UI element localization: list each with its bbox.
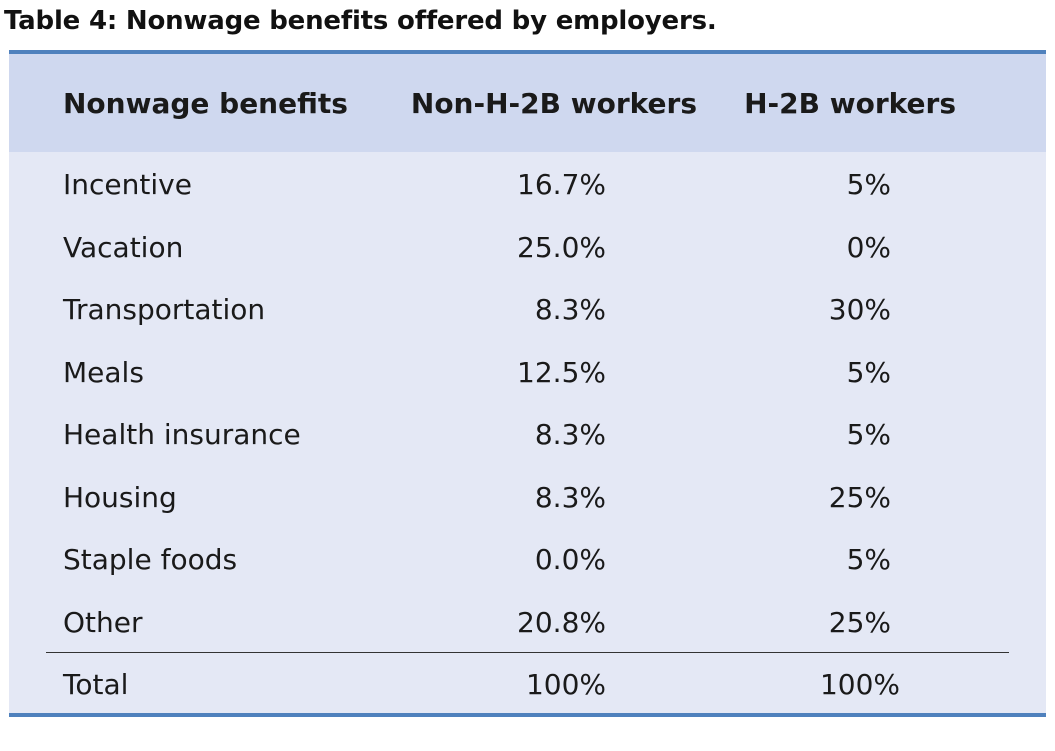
row-h2b: 25% [828,606,891,639]
row-benefit: Housing [63,481,177,514]
total-non-h2b: 100% [525,668,606,701]
header-h2b: H-2B workers [744,87,956,120]
row-non-h2b: 25.0% [517,231,606,264]
header-benefit: Nonwage benefits [63,87,348,120]
row-benefit: Staple foods [63,543,238,576]
row-non-h2b: 20.8% [517,606,606,639]
total-divider [46,652,1009,653]
row-benefit: Transportation [63,293,266,326]
row-non-h2b: 12.5% [517,356,606,389]
benefits-table: Nonwage benefits Non-H-2B workers H-2B w… [9,50,1046,717]
row-non-h2b: 8.3% [534,418,606,451]
row-h2b: 0% [846,231,891,264]
row-non-h2b: 8.3% [534,293,606,326]
row-benefit: Other [63,606,143,639]
row-non-h2b: 0.0% [534,543,606,576]
row-non-h2b: 8.3% [534,481,606,514]
row-h2b: 5% [846,356,891,389]
row-h2b: 25% [828,481,891,514]
row-h2b: 5% [846,418,891,451]
row-h2b: 30% [828,293,891,326]
total-h2b: 100% [819,668,900,701]
table-caption: Table 4: Nonwage benefits offered by emp… [4,6,717,36]
header-non-h2b: Non-H-2B workers [410,87,697,120]
row-non-h2b: 16.7% [517,168,606,201]
row-benefit: Health insurance [63,418,301,451]
row-benefit: Meals [63,356,144,389]
row-h2b: 5% [846,168,891,201]
total-label: Total [63,668,129,701]
row-benefit: Vacation [63,231,184,264]
row-h2b: 5% [846,543,891,576]
table-header: Nonwage benefits Non-H-2B workers H-2B w… [9,54,1046,152]
row-benefit: Incentive [63,168,192,201]
